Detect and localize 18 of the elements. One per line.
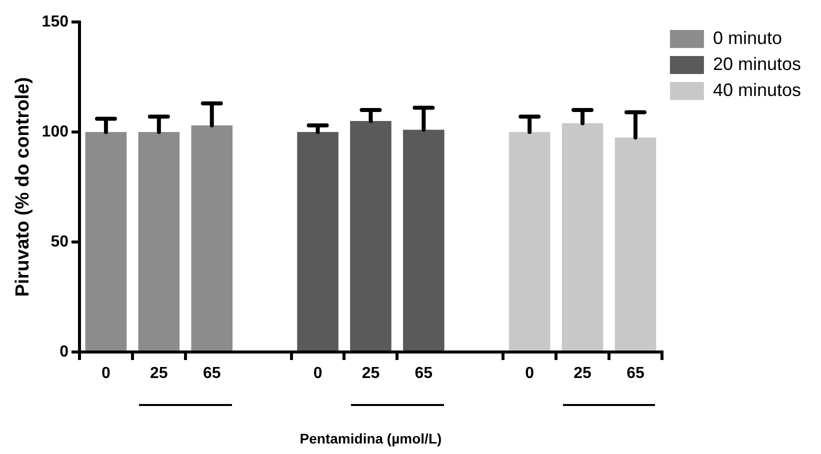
x-axis-title: Pentamidina (µmol/L) — [300, 430, 442, 446]
y-axis-title: Piruvato (% do controle) — [12, 77, 34, 297]
y-tick-label: 50 — [50, 233, 69, 250]
x-tick-label: 0 — [313, 365, 322, 382]
x-tick-label: 65 — [626, 365, 644, 382]
y-tick-label: 0 — [60, 343, 69, 360]
x-tick-label: 25 — [150, 365, 168, 382]
x-tick-label: 25 — [574, 365, 592, 382]
x-tick-label: 65 — [414, 365, 433, 382]
legend-label: 0 minuto — [712, 28, 782, 48]
x-tick-label: 25 — [362, 365, 380, 382]
y-tick-label: 150 — [42, 13, 69, 30]
y-tick-label: 100 — [42, 123, 69, 140]
x-tick-label: 65 — [202, 365, 221, 382]
x-tick-label: 0 — [525, 365, 534, 382]
legend-label: 20 minutos — [712, 54, 802, 74]
x-tick-label: 0 — [102, 365, 111, 382]
legend-label: 40 minutos — [712, 80, 802, 100]
